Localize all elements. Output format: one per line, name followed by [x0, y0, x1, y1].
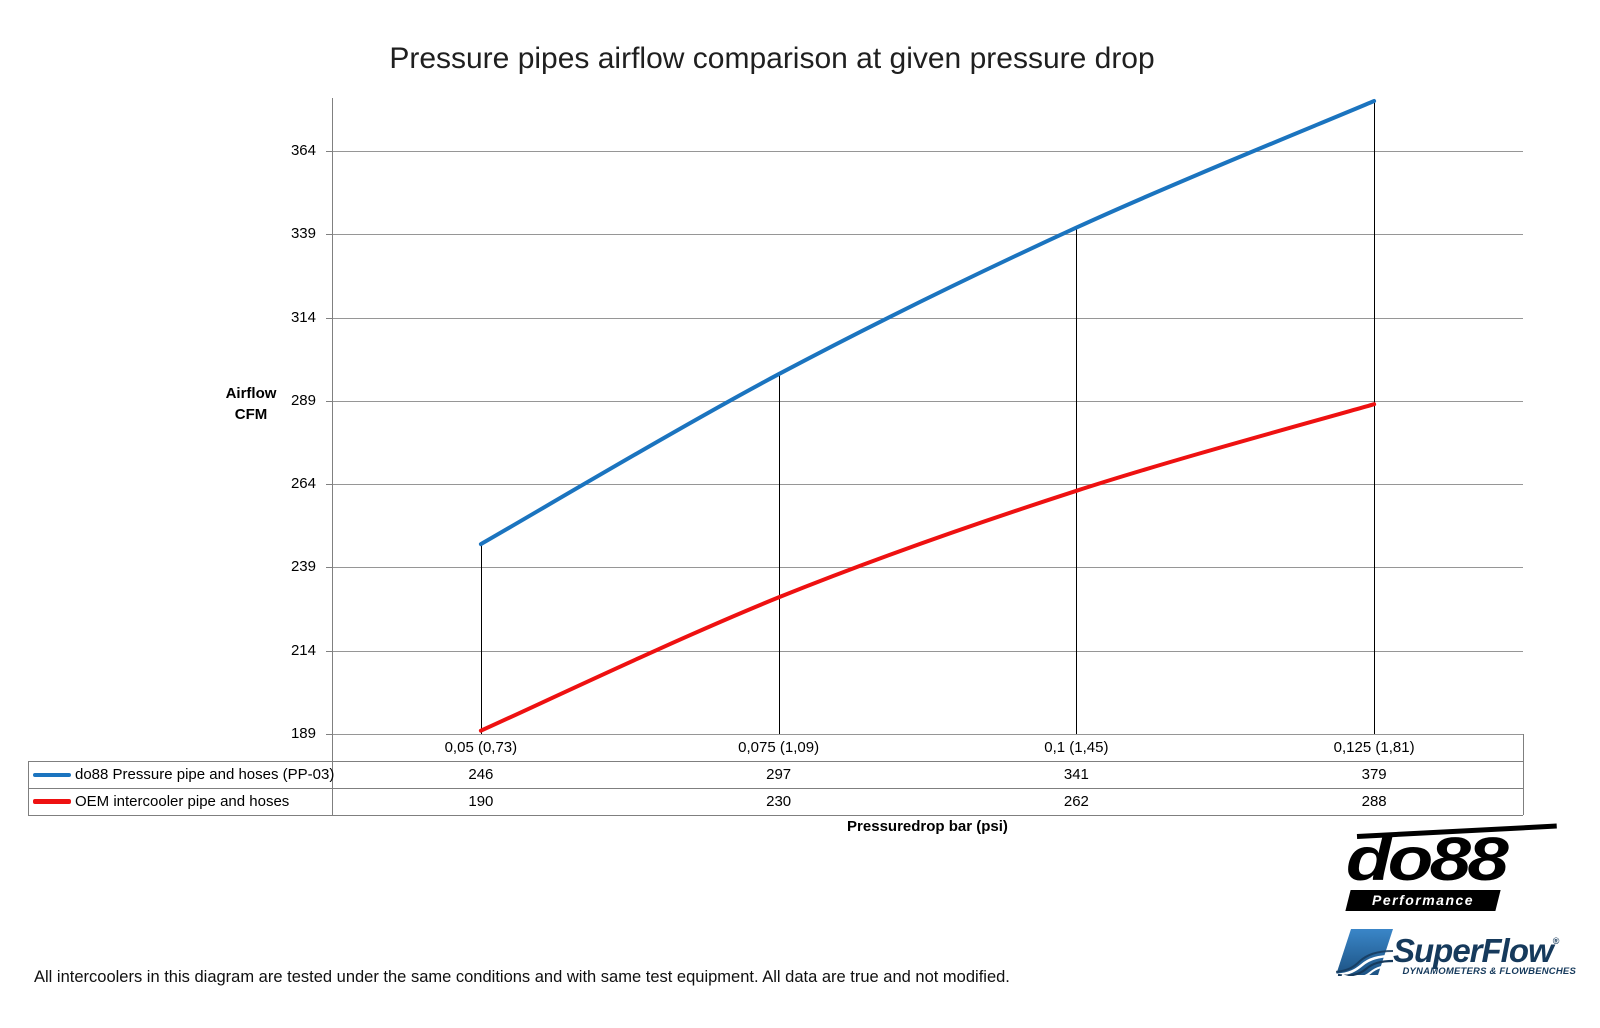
y-axis-title: Airflow CFM — [208, 383, 294, 425]
gridline — [332, 317, 1523, 319]
gridline — [332, 650, 1523, 652]
do88-logo: do88 Performance — [1318, 818, 1563, 918]
x-category-label: 0,125 (1,81) — [1333, 739, 1415, 756]
x-category-label: 0,075 (1,09) — [738, 739, 820, 756]
table-border-horizontal — [28, 788, 1523, 789]
y-tick-label: 289 — [290, 391, 316, 409]
gridline — [332, 151, 1523, 152]
table-value-cell: 262 — [1063, 793, 1089, 810]
y-tick-mark — [326, 317, 332, 319]
disclaimer-text: All intercoolers in this diagram are tes… — [34, 968, 1010, 986]
chart-title: Pressure pipes airflow comparison at giv… — [389, 42, 1155, 75]
category-drop-line — [1076, 227, 1078, 734]
gridline — [332, 400, 1523, 402]
y-axis-title-line2: CFM — [234, 406, 268, 423]
y-tick-mark — [326, 484, 332, 486]
legend-label: OEM intercooler pipe and hoses — [75, 793, 290, 810]
do88-performance-label: Performance — [1371, 892, 1475, 908]
superflow-wordmark: SuperFlow® — [1393, 932, 1559, 970]
y-tick-mark — [326, 567, 332, 569]
table-border-right — [1523, 734, 1524, 815]
table-value-cell: 341 — [1063, 766, 1089, 783]
superflow-flow-icon — [1333, 929, 1394, 979]
y-tick-label: 339 — [290, 225, 316, 243]
legend-marker-oem — [33, 799, 71, 804]
x-category-label: 0,1 (1,45) — [1044, 739, 1109, 756]
table-value-cell: 297 — [766, 766, 792, 783]
superflow-word-text: SuperFlow — [1393, 932, 1554, 969]
legend-label: do88 Pressure pipe and hoses (PP-03) — [75, 766, 335, 783]
category-drop-line — [480, 544, 482, 734]
table-value-cell: 246 — [468, 766, 494, 783]
superflow-registered-mark: ® — [1552, 936, 1560, 946]
do88-performance-banner: Performance — [1345, 890, 1501, 911]
y-axis-title-line1: Airflow — [225, 385, 277, 402]
gridline — [332, 567, 1523, 569]
table-value-cell: 288 — [1361, 793, 1387, 810]
y-tick-mark — [326, 650, 332, 652]
y-tick-label: 239 — [290, 558, 316, 576]
table-value-cell: 190 — [468, 793, 494, 810]
y-tick-label: 189 — [290, 725, 316, 742]
table-legend-separator — [332, 734, 333, 815]
superflow-logo: SuperFlow® DYNAMOMETERS & FLOWBENCHES — [1333, 928, 1586, 983]
table-border-horizontal — [28, 761, 1523, 762]
y-tick-label: 264 — [290, 475, 316, 493]
table-border-horizontal — [28, 815, 1523, 816]
gridline — [332, 484, 1523, 486]
legend-marker-do88 — [33, 772, 71, 777]
do88-wordmark: do88 — [1346, 825, 1509, 893]
y-tick-label: 314 — [290, 308, 316, 326]
y-tick-label: 214 — [290, 641, 316, 659]
gridline — [332, 234, 1523, 236]
y-axis-line — [332, 98, 333, 734]
y-tick-mark — [326, 400, 332, 402]
table-border-left — [28, 761, 29, 815]
gridline — [332, 734, 1523, 735]
y-tick-mark — [326, 151, 332, 152]
category-drop-line — [1374, 101, 1376, 734]
y-tick-mark — [326, 734, 332, 735]
superflow-tagline: DYNAMOMETERS & FLOWBENCHES — [1402, 966, 1576, 977]
category-drop-line — [778, 374, 780, 734]
x-axis-title: Pressuredrop bar (psi) — [847, 818, 1008, 835]
x-category-label: 0,05 (0,73) — [444, 739, 518, 756]
y-tick-mark — [326, 234, 332, 236]
table-value-cell: 379 — [1361, 766, 1387, 783]
table-value-cell: 230 — [766, 793, 792, 810]
y-tick-label: 364 — [290, 142, 316, 159]
